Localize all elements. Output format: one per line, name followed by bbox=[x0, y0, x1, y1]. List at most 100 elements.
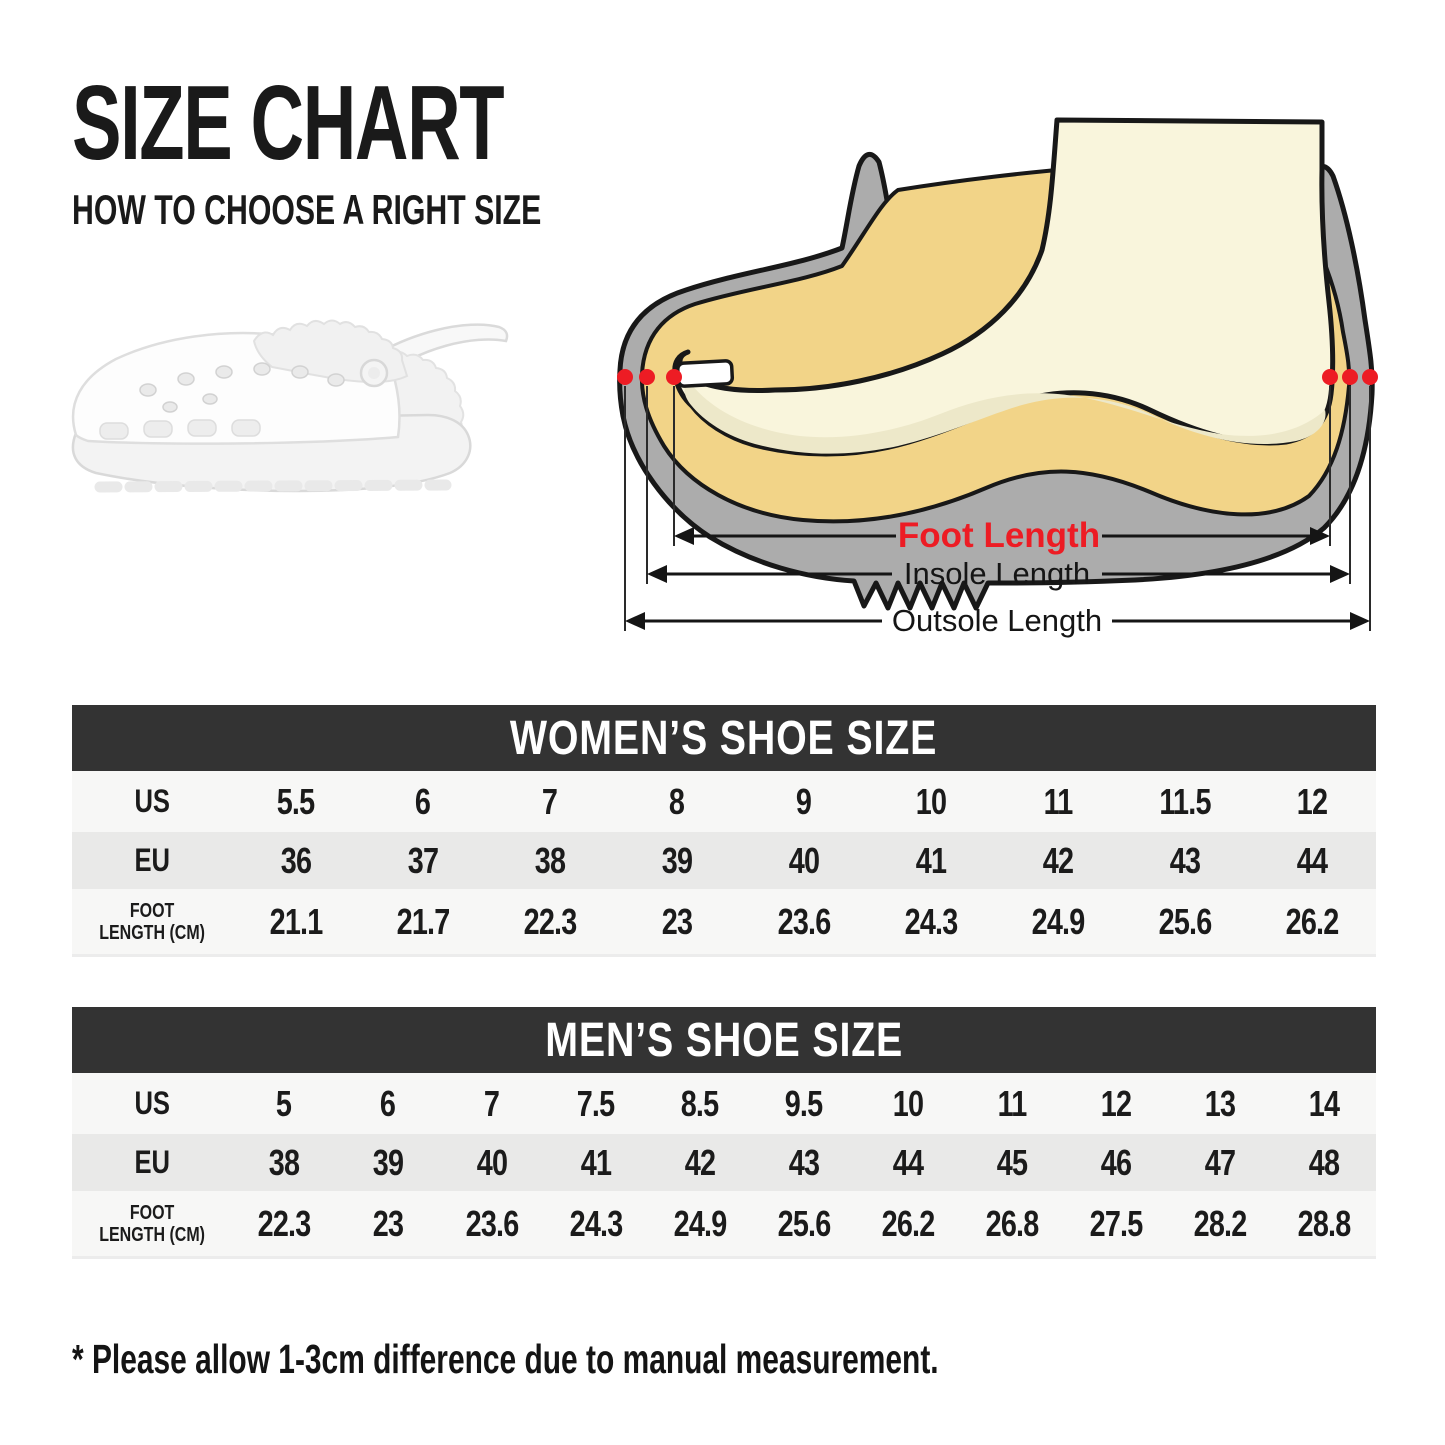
measurement-disclaimer: * Please allow 1-3cm difference due to m… bbox=[72, 1336, 939, 1382]
arrowhead-right bbox=[1310, 527, 1330, 545]
size-cell: 42 bbox=[684, 1141, 716, 1183]
size-cell: 7 bbox=[542, 780, 558, 822]
fur-clog-product-image bbox=[71, 319, 509, 493]
dimension-guides bbox=[624, 386, 1371, 631]
table-row: EU 38 39 40 41 42 43 44 45 46 47 48 bbox=[72, 1134, 1376, 1191]
row-label: US bbox=[134, 783, 170, 819]
size-cell: 22.3 bbox=[257, 1202, 312, 1244]
size-cell: 26.2 bbox=[881, 1202, 936, 1244]
size-cell: 46 bbox=[1100, 1141, 1132, 1183]
size-cell: 5 bbox=[276, 1082, 292, 1124]
vent-holes bbox=[139, 362, 345, 413]
size-cell: 39 bbox=[661, 839, 693, 881]
size-cell: 14 bbox=[1308, 1082, 1340, 1124]
womens-table-body: US 5.5 6 7 8 9 10 11 11.5 12 EU 36 37 38 39 40 41 42 43 44 F… bbox=[72, 771, 1376, 957]
size-cell: 28.2 bbox=[1193, 1202, 1248, 1244]
size-cell: 41 bbox=[580, 1141, 612, 1183]
size-cell: 36 bbox=[280, 839, 311, 881]
size-cell: 11 bbox=[997, 1082, 1028, 1124]
size-cell: 9 bbox=[796, 780, 812, 822]
size-cell: 41 bbox=[915, 839, 947, 881]
size-cell: 11 bbox=[1043, 780, 1074, 822]
size-cell: 6 bbox=[415, 780, 431, 822]
size-cell: 7.5 bbox=[577, 1082, 615, 1124]
size-cell: 21.7 bbox=[396, 900, 450, 942]
size-cell: 10 bbox=[915, 780, 947, 822]
side-slots bbox=[99, 419, 261, 440]
row-label: FOOT LENGTH (CM) bbox=[99, 899, 205, 944]
row-label: US bbox=[134, 1085, 170, 1121]
table-row: US 5.5 6 7 8 9 10 11 11.5 12 bbox=[72, 771, 1376, 832]
size-cell: 13 bbox=[1204, 1082, 1236, 1124]
arrowhead-right bbox=[1330, 565, 1350, 583]
size-cell: 26.8 bbox=[985, 1202, 1040, 1244]
size-cell: 43 bbox=[1170, 839, 1201, 881]
outsole-length-label: Outsole Length bbox=[892, 603, 1102, 638]
table-row: US 5 6 7 7.5 8.5 9.5 10 11 12 13 14 bbox=[72, 1073, 1376, 1134]
foot-length-label: Foot Length bbox=[898, 516, 1100, 555]
size-cell: 24.3 bbox=[569, 1202, 624, 1244]
size-cell: 12 bbox=[1100, 1082, 1132, 1124]
size-cell: 5.5 bbox=[276, 780, 315, 822]
arrowhead-left bbox=[647, 565, 667, 583]
size-cell: 23.6 bbox=[777, 900, 832, 942]
size-cell: 39 bbox=[372, 1141, 404, 1183]
page-subtitle: HOW TO CHOOSE A RIGHT SIZE bbox=[72, 186, 542, 233]
insole-length-label: Insole Length bbox=[904, 556, 1090, 591]
arrowhead-right bbox=[1350, 612, 1370, 630]
row-label: EU bbox=[134, 1144, 170, 1180]
size-cell: 38 bbox=[268, 1141, 300, 1183]
size-cell: 22.3 bbox=[523, 900, 577, 942]
size-cell: 6 bbox=[380, 1082, 396, 1124]
size-cell: 10 bbox=[892, 1082, 924, 1124]
size-cell: 44 bbox=[1297, 839, 1328, 881]
table-row: EU 36 37 38 39 40 41 42 43 44 bbox=[72, 832, 1376, 889]
womens-table-title: WOMEN’S SHOE SIZE bbox=[72, 705, 1376, 771]
size-cell: 25.6 bbox=[1158, 900, 1213, 942]
size-cell: 7 bbox=[484, 1082, 500, 1124]
page-title: SIZE CHART bbox=[72, 64, 505, 182]
size-cell: 40 bbox=[788, 839, 820, 881]
size-cell: 44 bbox=[892, 1141, 924, 1183]
size-cell: 48 bbox=[1308, 1141, 1340, 1183]
size-cell: 26.2 bbox=[1285, 900, 1340, 942]
size-cell: 23 bbox=[661, 900, 693, 942]
measure-dots bbox=[617, 369, 1378, 385]
mens-size-table: MEN’S SHOE SIZE US 5 6 7 7.5 8.5 9.5 10 11 12 13 14… bbox=[72, 1007, 1376, 1259]
size-cell: 24.9 bbox=[673, 1202, 728, 1244]
size-cell: 43 bbox=[788, 1141, 820, 1183]
strap-rivet-center bbox=[368, 367, 380, 379]
arrowhead-left bbox=[674, 527, 694, 545]
size-cell: 28.8 bbox=[1297, 1202, 1352, 1244]
size-cell: 24.9 bbox=[1031, 900, 1086, 942]
table-row: FOOT LENGTH (CM) 21.1 21.7 22.3 23 23.6 24.3 24.… bbox=[72, 889, 1376, 954]
size-cell: 25.6 bbox=[777, 1202, 832, 1244]
size-cell: 27.5 bbox=[1089, 1202, 1144, 1244]
toenail bbox=[676, 359, 735, 388]
table-row: FOOT LENGTH (CM) 22.3 23 23.6 24.3 24.9 25.6 26.… bbox=[72, 1191, 1376, 1256]
size-cell: 45 bbox=[996, 1141, 1028, 1183]
row-label: FOOT LENGTH (CM) bbox=[99, 1201, 205, 1246]
size-cell: 8 bbox=[669, 780, 685, 822]
size-cell: 37 bbox=[407, 839, 438, 881]
mens-table-body: US 5 6 7 7.5 8.5 9.5 10 11 12 13 14 EU 38 39 40 41 42 43 44… bbox=[72, 1073, 1376, 1259]
size-cell: 23.6 bbox=[465, 1202, 520, 1244]
size-cell: 21.1 bbox=[269, 900, 323, 942]
foot-measure-diagram: Foot Length Insole Length Outsole Length bbox=[617, 117, 1378, 638]
row-label: EU bbox=[134, 842, 170, 878]
womens-size-table: WOMEN’S SHOE SIZE US 5.5 6 7 8 9 10 11 11.5 12 EU 3… bbox=[72, 705, 1376, 957]
heading-block: SIZE CHART HOW TO CHOOSE A RIGHT SIZE bbox=[72, 70, 724, 232]
size-cell: 9.5 bbox=[785, 1082, 823, 1124]
size-cell: 8.5 bbox=[681, 1082, 719, 1124]
size-cell: 40 bbox=[476, 1141, 508, 1183]
size-cell: 47 bbox=[1204, 1141, 1236, 1183]
mens-table-title: MEN’S SHOE SIZE bbox=[72, 1007, 1376, 1073]
size-cell: 12 bbox=[1297, 780, 1328, 822]
arrowhead-left bbox=[625, 612, 645, 630]
size-cell: 42 bbox=[1042, 839, 1074, 881]
size-cell: 24.3 bbox=[904, 900, 959, 942]
size-cell: 23 bbox=[372, 1202, 404, 1244]
size-cell: 38 bbox=[534, 839, 566, 881]
size-cell: 11.5 bbox=[1159, 780, 1212, 822]
